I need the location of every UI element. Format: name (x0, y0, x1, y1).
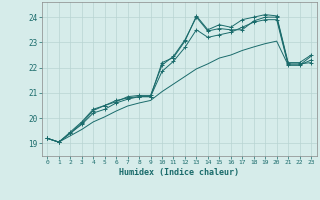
X-axis label: Humidex (Indice chaleur): Humidex (Indice chaleur) (119, 168, 239, 177)
